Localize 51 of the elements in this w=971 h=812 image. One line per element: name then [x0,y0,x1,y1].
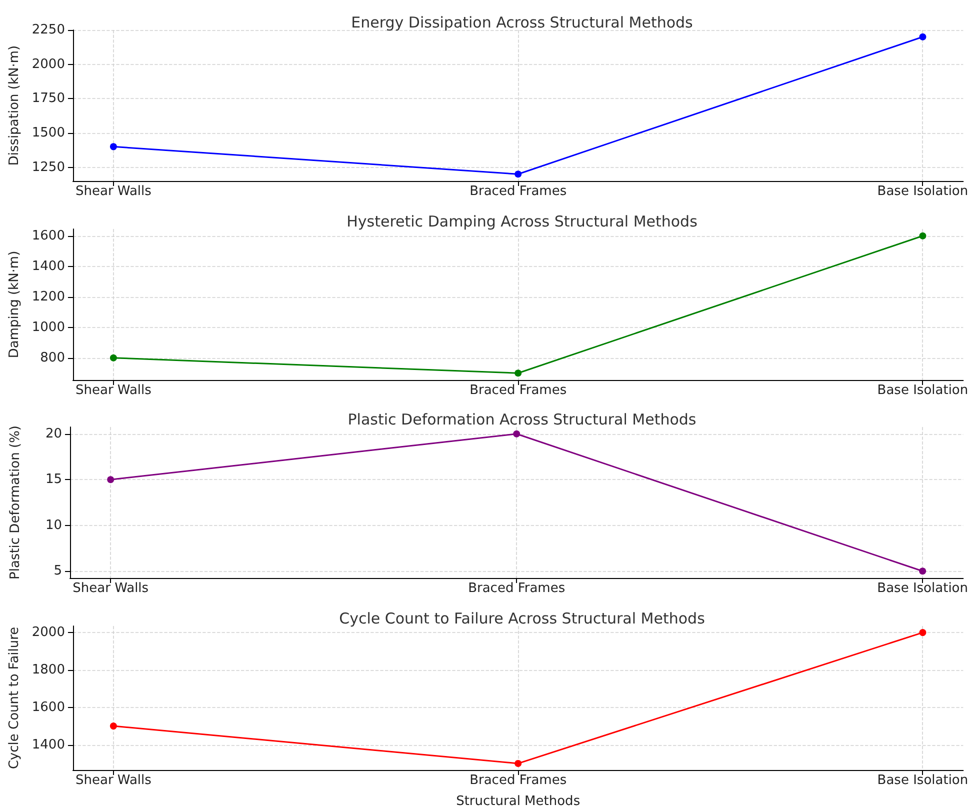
chart-title: Cycle Count to Failure Across Structural Methods [339,609,706,627]
y-tick-label: 2000 [32,56,65,72]
y-tick-label: 1600 [32,228,65,243]
y-tick-label: 20 [45,426,62,442]
y-tick-label: 1600 [32,699,65,714]
y-tick-label: 1500 [32,125,65,140]
y-tick-label: 1250 [32,160,65,175]
y-tick-label: 1400 [32,258,65,274]
y-tick-label: 2000 [32,624,65,640]
x-tick-label: Braced Frames [470,772,567,788]
point [110,354,117,361]
y-axis-title: Dissipation (kN·m) [7,45,22,166]
point [514,759,522,766]
y-tick-label: 1200 [32,288,65,304]
y-axis-title: Cycle Count to Failure [7,626,22,769]
x-tick-label: Braced Frames [468,581,566,596]
y-tick-label: 10 [45,518,62,533]
y-tick-label: 1400 [32,736,65,752]
point [513,430,520,438]
x-tick-label: Shear Walls [75,382,152,398]
x-tick-label: Shear Walls [75,772,152,788]
x-tick-label: Base Isolation [877,581,968,596]
y-tick-label: 15 [45,472,62,488]
x-tick-label: Base Isolation [877,772,968,788]
x-tick-label: Shear Walls [72,581,149,596]
x-tick-label: Base Isolation [877,184,968,199]
x-tick-label: Base Isolation [877,382,968,398]
x-tick-label: Braced Frames [470,184,567,199]
y-tick-label: 1000 [32,319,65,334]
y-tick-label: 1750 [32,91,65,106]
y-axis-title: Plastic Deformation (%) [8,426,23,580]
y-tick-label: 5 [54,564,62,579]
point [110,722,117,730]
chart-title: Energy Dissipation Across Structural Methods [351,14,694,32]
y-tick-label: 2250 [32,22,65,38]
chart-title: Plastic Deformation Across Structural Methods [348,410,696,428]
x-tick-label: Shear Walls [75,184,152,199]
point [919,232,926,239]
point [514,170,522,178]
x-tick-label: Braced Frames [470,382,567,398]
y-axis-title: Damping (kN·m) [7,250,22,358]
point [107,476,114,484]
point [919,628,926,636]
point [919,568,926,575]
y-tick-label: 800 [40,350,65,365]
y-tick-label: 1800 [32,662,65,677]
point [110,143,117,150]
chart-title: Hysteretic Damping Across Structural Methods [346,212,698,230]
x-axis-title: Structural Methods [456,794,580,808]
point [514,369,522,376]
point [919,33,926,40]
